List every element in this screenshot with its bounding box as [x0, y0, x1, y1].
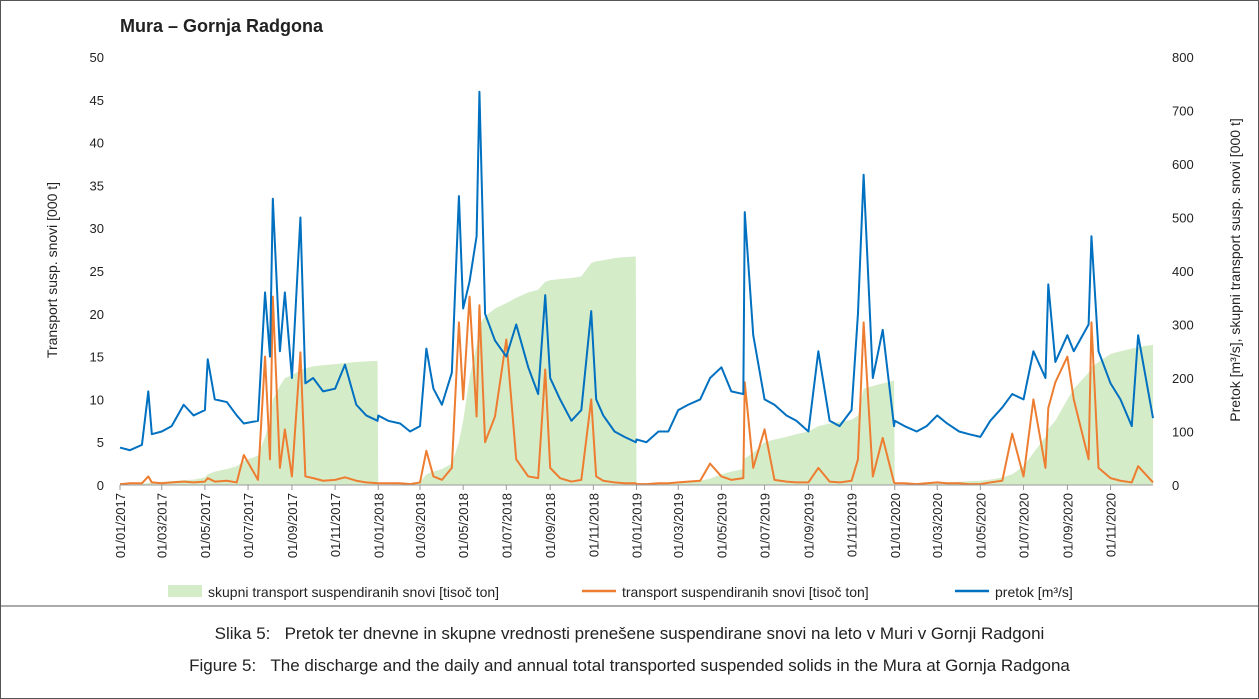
x-tick-label: 01/05/2017 — [198, 493, 213, 558]
legend-swatch — [168, 585, 202, 597]
caption-label: Figure 5: — [189, 656, 257, 675]
y2-tick-label: 600 — [1172, 157, 1194, 172]
x-tick-label: 01/01/2017 — [113, 493, 128, 558]
x-tick-label: 01/05/2019 — [714, 493, 729, 558]
area — [120, 256, 1153, 485]
x-tick-label: 01/05/2018 — [456, 493, 471, 558]
y-tick-label: 20 — [90, 307, 104, 322]
y-tick-label: 10 — [90, 392, 104, 407]
x-tick-label: 01/09/2020 — [1060, 493, 1075, 558]
x-tick-label: 01/05/2020 — [973, 493, 988, 558]
x-tick-label: 01/11/2017 — [328, 493, 343, 557]
x-tick-label: 01/03/2017 — [155, 493, 170, 558]
y-tick-label: 0 — [97, 478, 104, 493]
x-tick-label: 01/01/2018 — [371, 493, 386, 558]
y2-tick-label: 200 — [1172, 371, 1194, 386]
y2-tick-label: 0 — [1172, 478, 1179, 493]
x-tick-label: 01/09/2019 — [801, 493, 816, 558]
legend-label: transport suspendiranih snovi [tisoč ton… — [622, 584, 869, 600]
y2-tick-label: 500 — [1172, 211, 1194, 226]
caption: Slika 5: Pretok ter dnevne in skupne vre… — [0, 624, 1259, 644]
y-tick-label: 30 — [90, 221, 104, 236]
caption-text: The discharge and the daily and annual t… — [270, 656, 1070, 675]
x-tick-label: 01/07/2017 — [241, 493, 256, 558]
legend-label: pretok [m³/s] — [995, 584, 1073, 600]
x-tick-label: 01/11/2018 — [586, 493, 601, 557]
x-tick-label: 01/03/2020 — [930, 493, 945, 558]
y-tick-label: 50 — [90, 50, 104, 65]
legend-label: skupni transport suspendiranih snovi [ti… — [208, 584, 499, 600]
x-tick-label: 01/07/2018 — [499, 493, 514, 558]
x-tick-label: 01/09/2017 — [285, 493, 300, 558]
x-tick-label: 01/03/2019 — [671, 493, 686, 558]
y2-axis-label: Pretok [m³/s], skupni transport susp. sn… — [1227, 118, 1243, 421]
y-tick-label: 35 — [90, 178, 104, 193]
x-tick-label: 01/09/2018 — [543, 493, 558, 558]
x-tick-label: 01/01/2020 — [888, 493, 903, 558]
y2-tick-label: 400 — [1172, 264, 1194, 279]
y2-tick-label: 800 — [1172, 50, 1194, 65]
chart-title: Mura – Gornja Radgona — [120, 16, 324, 36]
line — [119, 90, 1154, 452]
caption-text: Pretok ter dnevne in skupne vrednosti pr… — [284, 624, 1045, 643]
x-tick-label: 01/07/2020 — [1017, 493, 1032, 558]
x-tick-label: 01/03/2018 — [413, 493, 428, 558]
y-tick-label: 45 — [90, 93, 104, 108]
y-tick-label: 25 — [90, 264, 104, 279]
y-tick-label: 40 — [90, 136, 104, 151]
caption-label: Slika 5: — [214, 624, 271, 643]
y-axis-label: Transport susp. snovi [000 t] — [44, 182, 60, 358]
y-tick-label: 15 — [90, 350, 104, 365]
x-tick-label: 01/07/2019 — [758, 493, 773, 558]
y-tick-label: 5 — [97, 435, 104, 450]
x-tick-label: 01/01/2019 — [630, 493, 645, 558]
y2-tick-label: 700 — [1172, 104, 1194, 119]
x-tick-label: 01/11/2020 — [1104, 493, 1119, 557]
y2-tick-label: 300 — [1172, 318, 1194, 333]
caption: Figure 5: The discharge and the daily an… — [0, 656, 1259, 676]
y2-tick-label: 100 — [1172, 425, 1194, 440]
line — [119, 295, 1154, 486]
x-tick-label: 01/11/2019 — [845, 493, 860, 557]
